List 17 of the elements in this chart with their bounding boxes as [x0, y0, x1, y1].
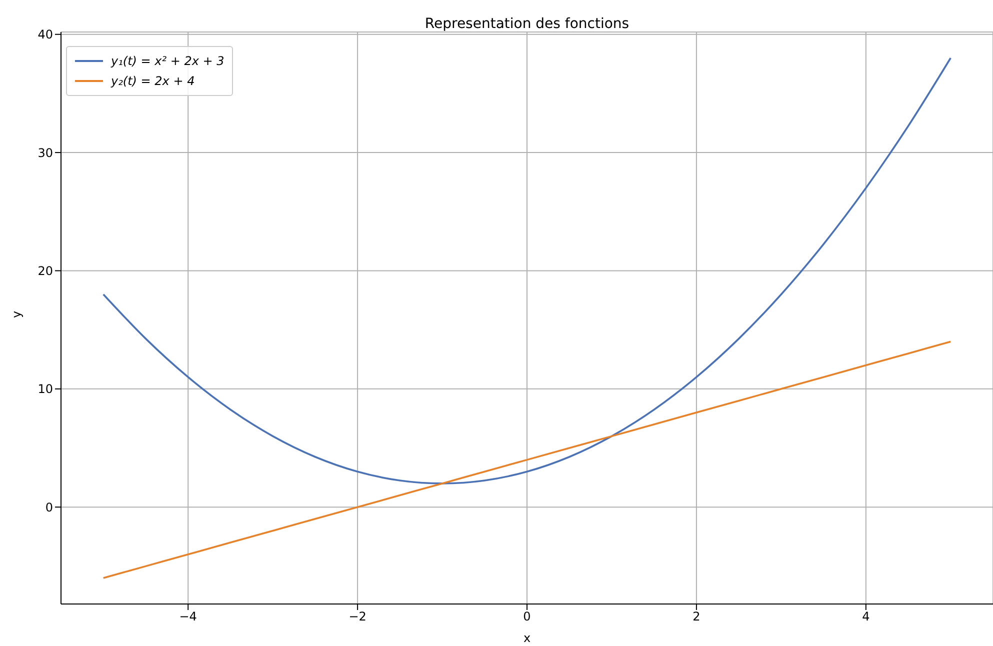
y-tick-label: 10 [38, 382, 53, 396]
y-tick-label: 0 [45, 500, 53, 514]
line-series [102, 57, 952, 484]
x-axis-title: x [523, 631, 531, 645]
x-tick-label: 0 [523, 610, 531, 624]
y-axis-title: y [9, 310, 24, 318]
legend-label: y₁(t) = x² + 2x + 3 [111, 53, 224, 70]
y-tick-label: 30 [38, 146, 53, 160]
x-tick-label: 4 [862, 610, 870, 624]
legend-label: y₂(t) = 2x + 4 [111, 73, 195, 90]
chart-title: Representation des fonctions [424, 16, 630, 32]
y-tick-label: 40 [38, 28, 53, 42]
x-tick-label: 2 [692, 610, 700, 624]
line-series [102, 340, 952, 579]
y-tick-label: 20 [38, 264, 53, 278]
x-tick-label: −2 [348, 610, 366, 624]
x-tick-label: −4 [179, 610, 197, 624]
